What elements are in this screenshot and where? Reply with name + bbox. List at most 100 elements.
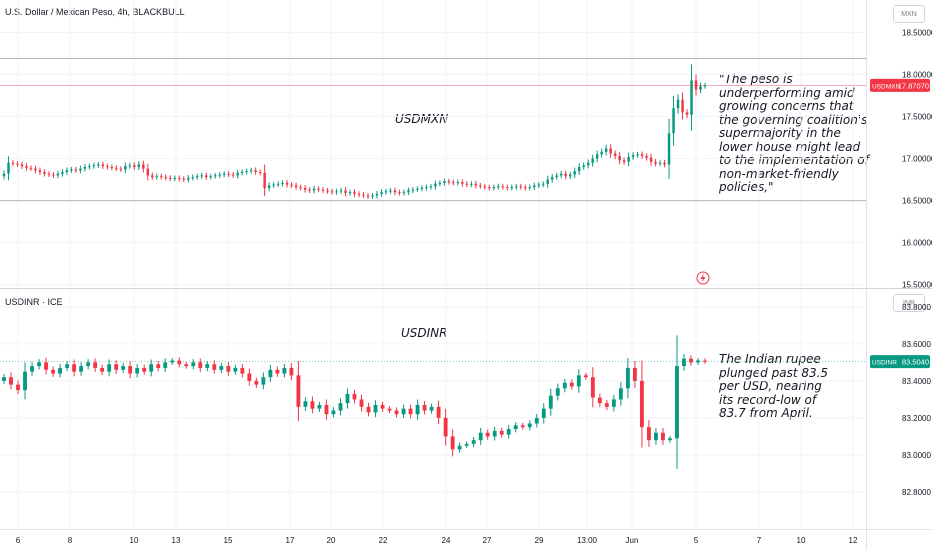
candle-body: [240, 367, 245, 374]
candle-body: [639, 380, 644, 428]
usdinr-chart-label: USDINR: [401, 326, 448, 340]
candle-body: [326, 190, 329, 192]
candle-body: [483, 186, 487, 188]
candle-body: [595, 154, 599, 159]
candle-body: [137, 164, 141, 167]
candle-body: [464, 443, 469, 446]
candle-body: [344, 190, 347, 194]
candle-body: [636, 154, 639, 156]
candle-body: [317, 404, 322, 409]
candle-body: [2, 173, 6, 177]
x-tick-label: 13: [172, 536, 181, 545]
candle-body: [20, 164, 24, 167]
candle-body: [703, 85, 707, 87]
candle-body: [146, 168, 150, 176]
candle-body: [200, 175, 203, 177]
candle-body: [101, 164, 105, 167]
candle-body: [88, 166, 91, 168]
candle-body: [177, 360, 182, 365]
candle-body: [233, 367, 238, 372]
candle-body: [408, 408, 413, 415]
candle-body: [267, 185, 271, 188]
x-tick-label: 5: [694, 536, 699, 545]
candle-body: [331, 410, 336, 415]
candle-body: [282, 367, 287, 374]
candle-body: [74, 169, 78, 171]
candle-body: [151, 175, 154, 178]
candle-body: [527, 423, 532, 428]
x-tick-label: 22: [379, 536, 388, 545]
candle-body: [142, 164, 145, 169]
y-tick-label: 18.50000: [902, 28, 932, 37]
candle-body: [330, 191, 334, 193]
candle-body: [604, 148, 608, 152]
candle-body: [275, 369, 280, 374]
candle-body: [555, 175, 558, 178]
time-axis: 6 8 10 13 15 17 20 22 24 27 29 13:00 Jun 5 7 10 12: [16, 536, 858, 545]
candle-body: [600, 151, 603, 155]
candle-body: [609, 148, 612, 154]
candle-body: [2, 377, 6, 381]
candle-body: [173, 177, 176, 179]
candle-body: [681, 99, 684, 113]
candle-body: [56, 173, 60, 176]
candle-body: [321, 189, 325, 191]
candle-body: [497, 186, 500, 188]
candle-body: [191, 362, 196, 367]
candle-body: [312, 188, 316, 191]
candle-body: [163, 362, 168, 368]
candle-body: [47, 173, 51, 175]
candle-body: [471, 440, 476, 444]
currency-selector-mxn[interactable]: MXN: [893, 5, 925, 23]
candle-body: [100, 367, 105, 372]
candle-body: [205, 364, 210, 368]
candle-body: [182, 178, 185, 180]
y-tick-label: 18.00000: [902, 71, 932, 80]
candle-body: [184, 364, 189, 367]
x-tick-label: 6: [16, 536, 21, 545]
candle-body: [416, 188, 419, 190]
lightning-icon[interactable]: [696, 271, 710, 285]
candle-body: [492, 187, 496, 189]
candle-body: [485, 432, 490, 437]
price-tag-value: 17.87070: [898, 81, 929, 90]
candle-body: [128, 366, 133, 374]
candle-body: [550, 177, 554, 180]
candle-body: [663, 162, 666, 165]
currency-selector-inr[interactable]: INR: [893, 294, 925, 312]
candle-body: [236, 172, 239, 176]
candle-body: [586, 162, 590, 166]
candle-body: [380, 404, 385, 409]
candle-body: [478, 432, 483, 441]
candle-body: [303, 401, 308, 407]
candle-body: [169, 177, 172, 179]
candle-body: [178, 177, 181, 179]
candle-body: [285, 182, 289, 185]
x-tick-label: 8: [68, 536, 73, 545]
candle-body: [513, 425, 518, 430]
x-tick-label: 20: [327, 536, 336, 545]
candle-body: [696, 360, 700, 363]
candle-body: [240, 172, 244, 174]
candle-body: [107, 364, 112, 372]
candle-body: [479, 185, 482, 187]
symbol-title[interactable]: U.S. Dollar / Mexican Peso, 4h, BLACKBUL…: [5, 7, 185, 17]
candle-body: [429, 186, 433, 188]
candle-body: [658, 162, 662, 164]
candle-body: [335, 191, 338, 193]
candle-body: [110, 166, 114, 168]
lower-symbol-title[interactable]: USDINR · ICE: [5, 297, 63, 307]
candle-body: [119, 168, 123, 170]
candle-body: [492, 430, 497, 437]
y-tick-label: 16.50000: [902, 197, 932, 206]
candle-body: [465, 183, 469, 185]
candle-body: [591, 158, 594, 163]
price-tag-symbol: USDMXN: [872, 83, 900, 90]
candle-body: [7, 162, 10, 174]
candle-body: [613, 153, 617, 157]
candle-body: [310, 401, 315, 409]
candle-body: [218, 174, 221, 176]
candle-body: [61, 172, 64, 174]
